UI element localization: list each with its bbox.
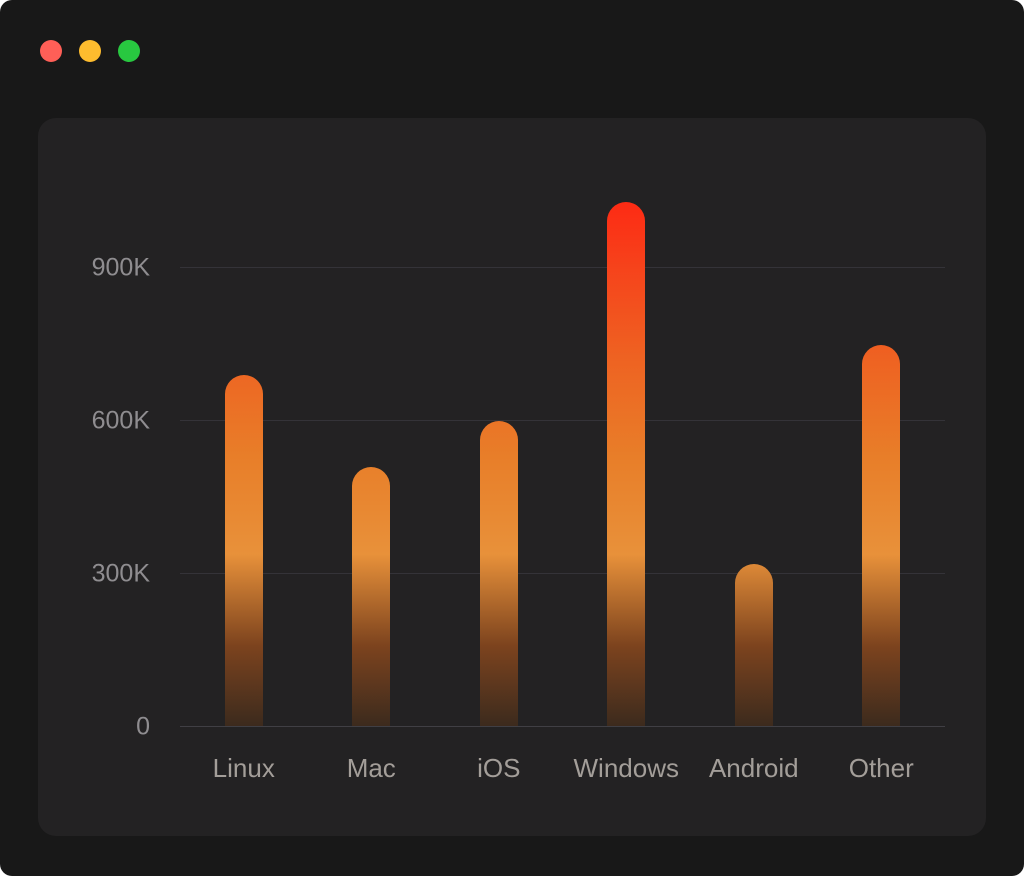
- bar-windows: [607, 201, 646, 727]
- chart-panel: 900K 600K 300K 0 Linux Mac iOS Windows Android O…: [38, 118, 986, 836]
- window-titlebar: [40, 40, 140, 62]
- plot-area: 900K 600K 300K 0: [92, 187, 945, 739]
- minimize-button[interactable]: [79, 40, 101, 62]
- x-axis-label: Other: [848, 753, 914, 783]
- bar-linux: [224, 375, 263, 727]
- bar-slot: [690, 187, 818, 727]
- bars-container: [180, 187, 945, 727]
- gridline: [180, 573, 945, 574]
- y-axis-tick-label: 300K: [91, 559, 150, 588]
- gridline: [180, 267, 945, 268]
- gridlines: [180, 187, 945, 727]
- x-axis-line: [180, 726, 945, 727]
- bar-mac: [352, 466, 391, 727]
- x-axis-label: Windows: [573, 753, 679, 783]
- bar-android: [734, 563, 773, 727]
- y-axis-tick-label: 600K: [91, 406, 150, 435]
- x-axis-label: Linux: [212, 753, 275, 783]
- bar-ios: [479, 421, 518, 727]
- bar-other: [862, 344, 901, 727]
- bar-slot: [180, 187, 308, 727]
- y-axis-tick-label: 0: [136, 712, 150, 741]
- gridline: [180, 420, 945, 421]
- x-axis-labels: Linux Mac iOS Windows Android Other: [180, 753, 945, 784]
- y-axis-tick-label: 900K: [91, 253, 150, 282]
- x-axis-label: Mac: [346, 753, 396, 783]
- zoom-button[interactable]: [118, 40, 140, 62]
- bar-slot: [563, 187, 691, 727]
- x-axis-label: iOS: [477, 753, 521, 783]
- close-button[interactable]: [40, 40, 62, 62]
- bar-slot: [818, 187, 946, 727]
- bar-slot: [308, 187, 436, 727]
- x-axis-label: Android: [708, 753, 799, 783]
- bar-slot: [435, 187, 563, 727]
